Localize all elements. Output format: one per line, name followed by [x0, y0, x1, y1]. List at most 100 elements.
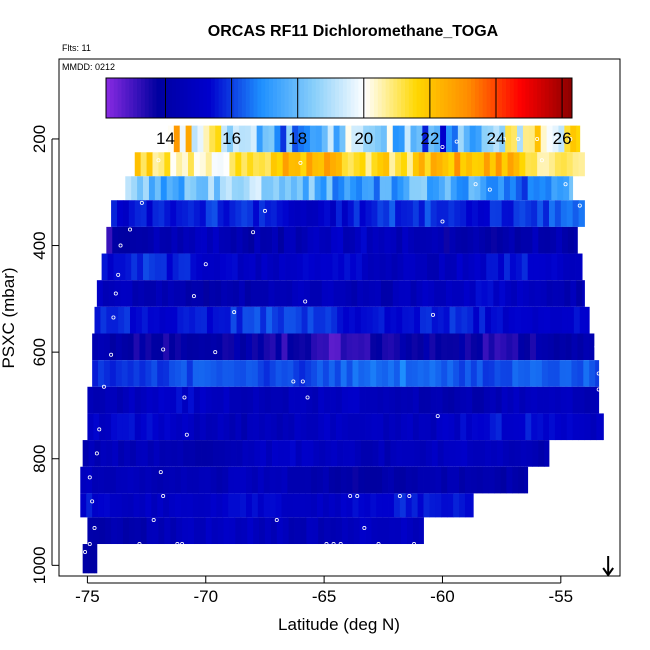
y-tick-label: 600: [30, 338, 49, 366]
heatmap-cell: [454, 152, 461, 177]
heatmap-cell: [204, 493, 211, 518]
heatmap-cell: [134, 386, 142, 414]
heatmap-cell: [172, 253, 179, 281]
heatmap-cell: [397, 253, 404, 281]
heatmap-cell: [495, 200, 503, 227]
heatmap-cell: [184, 253, 191, 281]
heatmap-cell: [146, 517, 153, 545]
heatmap-cell: [167, 280, 175, 307]
heatmap-cell: [195, 226, 202, 254]
heatmap-cell: [512, 360, 519, 387]
heatmap-cell: [514, 226, 521, 254]
heatmap-cell: [217, 517, 224, 545]
heatmap-cell: [418, 413, 426, 441]
sample-point: [454, 139, 459, 144]
heatmap-cell: [140, 517, 147, 545]
heatmap-cell: [442, 386, 449, 414]
heatmap-cell: [320, 253, 327, 281]
heatmap-cell: [495, 386, 503, 414]
heatmap-cell: [502, 226, 510, 254]
heatmap-cell: [359, 413, 366, 441]
colorbar-segment: [540, 78, 546, 118]
heatmap-cell: [205, 200, 213, 227]
heatmap-cell: [305, 360, 312, 387]
colorbar-segment: [412, 78, 418, 118]
heatmap-cell: [229, 386, 236, 414]
heatmap-cell: [115, 493, 123, 518]
heatmap-cell: [470, 333, 478, 361]
heatmap-cell: [350, 253, 357, 281]
heatmap-cell: [514, 306, 521, 334]
heatmap-cell: [430, 200, 437, 227]
heatmap-cell: [190, 176, 197, 201]
heatmap-cell: [404, 125, 411, 153]
heatmap-cell: [171, 226, 178, 254]
colorbar-segment: [234, 78, 239, 118]
colorbar-segment: [288, 78, 293, 118]
heatmap-cell: [321, 280, 329, 307]
colorbar-segment: [548, 78, 554, 118]
heatmap-cell: [429, 360, 436, 387]
heatmap-cell: [459, 493, 466, 518]
sample-point: [92, 526, 97, 531]
colorbar-segment: [525, 78, 530, 118]
heatmap-cell: [388, 493, 395, 518]
heatmap-cell: [389, 200, 396, 227]
heatmap-cell: [281, 360, 288, 387]
heatmap-cell: [399, 493, 407, 518]
sample-point: [291, 379, 296, 384]
heatmap-cell: [108, 280, 116, 307]
heatmap-cell: [364, 493, 371, 518]
heatmap-cell: [463, 125, 471, 153]
heatmap-cell: [241, 517, 248, 545]
heatmap-cell: [312, 152, 319, 177]
heatmap-cell: [214, 176, 221, 201]
heatmap-cell: [460, 200, 467, 227]
heatmap-cell: [325, 306, 332, 334]
colorbar-segment: [172, 78, 177, 118]
heatmap-cell: [366, 440, 374, 467]
heatmap-cell: [341, 386, 349, 414]
heatmap-cell: [462, 176, 469, 201]
heatmap-cell: [411, 360, 419, 387]
heatmap-cell: [254, 226, 261, 254]
heatmap-cell: [522, 280, 530, 307]
heatmap-cell: [176, 200, 183, 227]
heatmap-cell: [312, 517, 319, 545]
colorbar-segment: [241, 78, 247, 118]
heatmap-cell: [268, 280, 275, 307]
heatmap-cell: [203, 280, 210, 307]
heatmap-cell: [143, 253, 150, 281]
heatmap-cell: [537, 386, 544, 414]
heatmap-cell: [191, 280, 198, 307]
heatmap-cell: [247, 386, 254, 414]
heatmap-cell: [251, 493, 259, 518]
heatmap-cell: [242, 306, 249, 334]
heatmap-cell: [193, 152, 201, 177]
heatmap-cell: [352, 493, 359, 518]
heatmap-cell: [170, 517, 177, 545]
heatmap-cell: [152, 413, 159, 441]
heatmap-cell: [519, 200, 526, 227]
heatmap-cell: [514, 440, 521, 467]
colorbar-segment: [377, 78, 383, 118]
colorbar-segment: [471, 78, 476, 118]
colorbar-segment: [373, 78, 379, 118]
heatmap-cell: [438, 176, 446, 201]
heatmap-cell: [263, 333, 271, 361]
heatmap-cell: [469, 280, 477, 307]
colorbar-segment: [218, 78, 223, 118]
heatmap-cell: [466, 413, 473, 441]
heatmap-cell: [172, 176, 179, 201]
heatmap-cell: [311, 360, 318, 387]
heatmap-cell: [311, 493, 318, 518]
heatmap-cell: [122, 200, 130, 227]
colorbar-segment: [109, 78, 115, 118]
heatmap-cell: [158, 152, 165, 177]
heatmap-cell: [520, 306, 527, 334]
heatmap-cell: [518, 360, 525, 387]
heatmap-cell: [235, 152, 242, 177]
heatmap-cell: [236, 226, 243, 254]
colorbar-segment: [482, 78, 488, 118]
heatmap-cell: [167, 125, 175, 153]
